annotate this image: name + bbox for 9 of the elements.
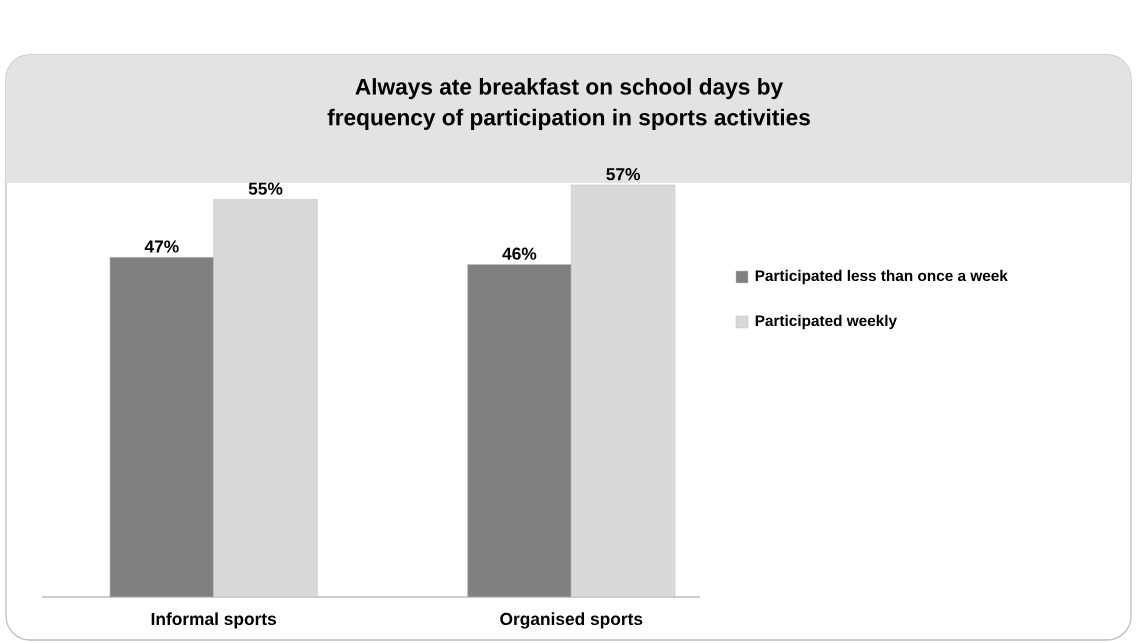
chart-title: Always ate breakfast on school days by frequency of participation in sports activities xyxy=(327,78,810,130)
x-tick-label: Organised sports xyxy=(500,612,643,629)
data-label: 57% xyxy=(606,168,640,181)
x-tick-label: Informal sports xyxy=(151,612,277,629)
data-label: 47% xyxy=(144,240,179,253)
legend-label: Participated weekly xyxy=(755,314,897,330)
data-label: 46% xyxy=(502,247,537,260)
data-label: 55% xyxy=(248,182,283,195)
legend-label: Participated less than once a week xyxy=(755,269,1008,285)
